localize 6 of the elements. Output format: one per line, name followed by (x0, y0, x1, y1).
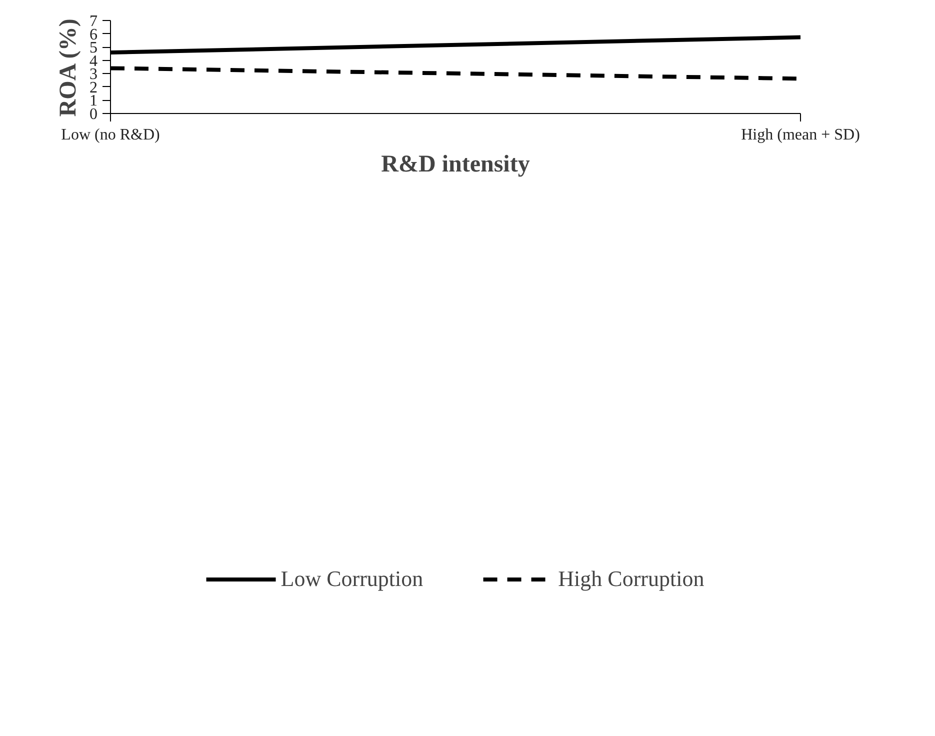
x-axis-title: R&D intensity (381, 152, 530, 178)
legend-label: Low Corruption (280, 566, 424, 592)
x-tick-label: Low (no R&D) (61, 126, 160, 144)
x-tick-label: High (mean + SD) (741, 126, 860, 144)
legend-label: High Corruption (558, 566, 704, 592)
y-axis-title: ROA (%) (56, 18, 82, 117)
